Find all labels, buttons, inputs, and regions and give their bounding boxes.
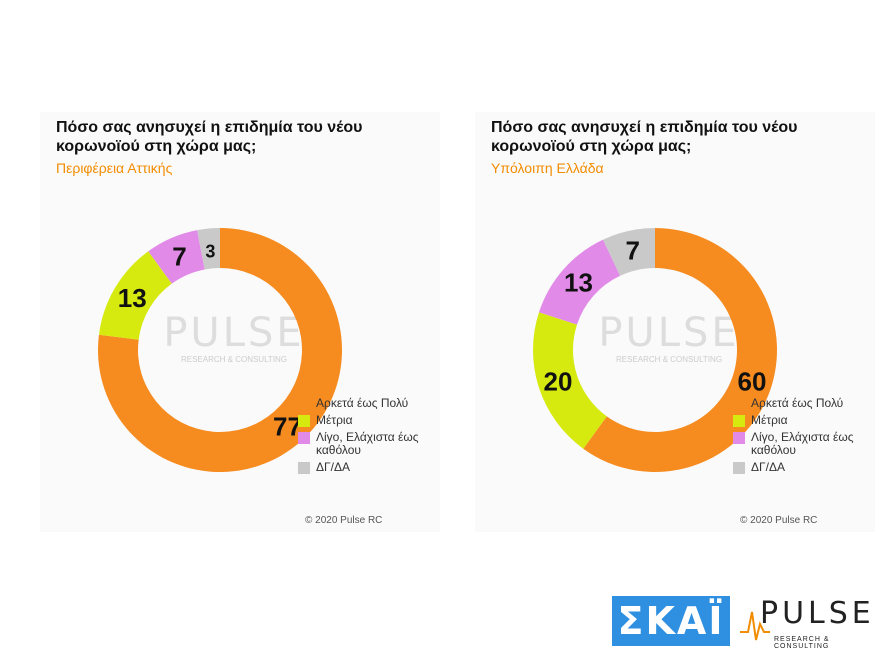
donut-slice xyxy=(98,251,172,340)
legend-label: Αρκετά έως Πολύ xyxy=(751,396,844,410)
donut-slice xyxy=(603,228,655,276)
data-label: 7 xyxy=(626,235,640,265)
legend-swatch xyxy=(298,415,310,427)
donut-slice xyxy=(97,228,342,473)
chart-title: Πόσο σας ανησυχεί η επιδημία του νέου κο… xyxy=(56,119,363,155)
chart-subtitle: Υπόλοιπη Ελλάδα xyxy=(491,160,604,176)
legend-item: Αρκετά έως Πολύ xyxy=(298,397,440,410)
legend-label: Αρκετά έως Πολύ xyxy=(316,396,409,410)
watermark-sub: RESEARCH & CONSULTING xyxy=(616,355,722,364)
legend-item: Μέτρια xyxy=(733,414,875,427)
data-label: 3 xyxy=(205,241,215,261)
legend-swatch xyxy=(298,398,310,410)
watermark-sub: RESEARCH & CONSULTING xyxy=(181,355,287,364)
legend-item: Μέτρια xyxy=(298,414,440,427)
copyright: © 2020 Pulse RC xyxy=(305,515,383,526)
data-label: 13 xyxy=(564,268,593,298)
chart-subtitle: Περιφέρεια Αττικής xyxy=(56,160,173,176)
chart-panel-rest-of-greece: Πόσο σας ανησυχεί η επιδημία του νέου κο… xyxy=(475,112,875,532)
copyright: © 2020 Pulse RC xyxy=(740,515,818,526)
legend-swatch xyxy=(733,398,745,410)
donut-slice xyxy=(538,239,621,325)
legend-label: Μέτρια xyxy=(751,413,788,427)
legend-item: ΔΓ/ΔΑ xyxy=(733,461,875,474)
donut-slice xyxy=(583,228,777,472)
legend-swatch xyxy=(298,432,310,444)
pulse-wave-icon xyxy=(740,611,770,641)
watermark-word: PULSE xyxy=(598,310,739,356)
donut-slice xyxy=(197,228,220,270)
pulse-logo-word: PULSE xyxy=(760,596,875,631)
legend: Αρκετά έως Πολύ Μέτρια Λίγο, Ελάχιστα έω… xyxy=(733,397,875,478)
donut-slice xyxy=(148,230,205,284)
legend-label: ΔΓ/ΔΑ xyxy=(316,460,350,474)
legend-label: ΔΓ/ΔΑ xyxy=(751,460,785,474)
chart-panel-attiki: Πόσο σας ανησυχεί η επιδημία του νέου κο… xyxy=(40,112,440,532)
legend-swatch xyxy=(733,462,745,474)
legend: Αρκετά έως Πολύ Μέτρια Λίγο, Ελάχιστα έω… xyxy=(298,397,440,478)
pulse-logo: PULSE RESEARCH & CONSULTING xyxy=(740,594,872,650)
data-label: 13 xyxy=(118,283,147,313)
legend-item: Αρκετά έως Πολύ xyxy=(733,397,875,410)
legend-swatch xyxy=(733,415,745,427)
legend-item: ΔΓ/ΔΑ xyxy=(298,461,440,474)
legend-label: Μέτρια xyxy=(316,413,353,427)
skai-logo: ΣΚΑΪ xyxy=(612,596,730,646)
watermark-word: PULSE xyxy=(163,310,304,356)
donut-slice xyxy=(533,312,607,449)
pulse-logo-sub: RESEARCH & CONSULTING xyxy=(774,636,830,650)
legend-item: Λίγο, Ελάχιστα έως καθόλου xyxy=(298,431,440,457)
legend-swatch xyxy=(733,432,745,444)
legend-swatch xyxy=(298,462,310,474)
legend-label: Λίγο, Ελάχιστα έως καθόλου xyxy=(751,430,854,457)
data-label: 60 xyxy=(738,367,767,397)
legend-label: Λίγο, Ελάχιστα έως καθόλου xyxy=(316,430,419,457)
data-label: 20 xyxy=(544,367,573,397)
data-label: 77 xyxy=(273,412,302,442)
data-label: 7 xyxy=(172,241,186,271)
chart-title: Πόσο σας ανησυχεί η επιδημία του νέου κο… xyxy=(491,119,798,155)
legend-item: Λίγο, Ελάχιστα έως καθόλου xyxy=(733,431,875,457)
